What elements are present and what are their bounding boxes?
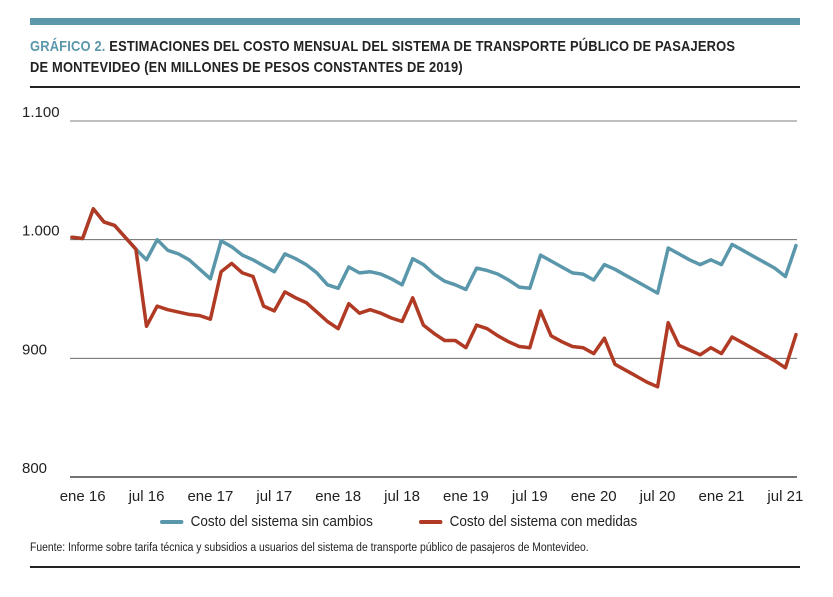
x-tick-label: ene 18 xyxy=(315,488,361,505)
chart-label: GRÁFICO 2. xyxy=(30,38,106,55)
legend-item-con-medidas: Costo del sistema con medidas xyxy=(418,513,637,530)
x-tick-label: jul 19 xyxy=(511,488,548,505)
legend-label-sin-cambios: Costo del sistema sin cambios xyxy=(190,513,373,530)
chart-title: GRÁFICO 2. ESTIMACIONES DEL COSTO MENSUA… xyxy=(30,36,735,78)
x-tick-label: jul 21 xyxy=(766,488,803,505)
chart-title-line2: DE MONTEVIDEO (EN MILLONES DE PESOS CONS… xyxy=(30,59,463,76)
x-tick-label: ene 17 xyxy=(187,488,233,505)
chart-legend: Costo del sistema sin cambios Costo del … xyxy=(160,513,683,530)
source-note: Fuente: Informe sobre tarifa técnica y s… xyxy=(30,542,589,554)
x-tick-label: ene 16 xyxy=(60,488,106,505)
label-layer: 800 900 1.000 1.100 ene 16 jul 16 ene 17 jul 17… xyxy=(22,104,803,505)
x-tick-label: jul 17 xyxy=(255,488,292,505)
series-line-con-medidas xyxy=(70,207,798,389)
x-tick-label: jul 20 xyxy=(639,488,676,505)
legend-swatch-sin-cambios xyxy=(160,519,184,524)
series-line-sin-cambios xyxy=(70,207,798,295)
x-tick-label: ene 20 xyxy=(571,488,617,505)
legend-item-sin-cambios: Costo del sistema sin cambios xyxy=(160,513,373,530)
top-rule xyxy=(30,86,800,88)
legend-swatch-con-medidas xyxy=(418,519,442,524)
bottom-rule xyxy=(30,566,800,568)
y-tick-label: 800 xyxy=(22,460,47,477)
x-tick-label: jul 16 xyxy=(128,488,165,505)
y-tick-label: 900 xyxy=(22,341,47,358)
x-tick-label: ene 19 xyxy=(443,488,489,505)
y-tick-label: 1.100 xyxy=(22,104,60,121)
y-tick-label: 1.000 xyxy=(22,223,60,240)
series-layer xyxy=(70,207,798,389)
legend-label-con-medidas: Costo del sistema con medidas xyxy=(449,513,637,530)
grid-layer xyxy=(70,120,797,478)
chart-title-line1: ESTIMACIONES DEL COSTO MENSUAL DEL SISTE… xyxy=(109,38,736,55)
x-tick-label: ene 21 xyxy=(699,488,745,505)
x-tick-label: jul 18 xyxy=(383,488,420,505)
top-accent-bar xyxy=(30,18,800,25)
